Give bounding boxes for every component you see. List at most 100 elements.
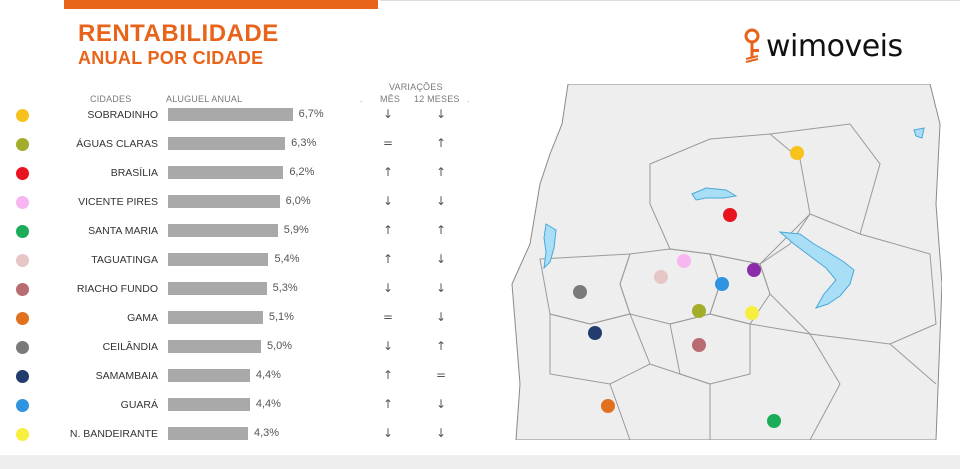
rent-bar: [168, 224, 278, 237]
rent-bar: [168, 253, 269, 266]
table-row: SAMAMBAIA 4,4% ↑ =: [0, 367, 520, 387]
city-label: GUARÁ: [120, 399, 158, 411]
column-header-month: MÊS: [380, 94, 401, 104]
table-row: TAGUATINGA 5,4% ↑ ↓: [0, 251, 520, 271]
rent-bar: [168, 311, 263, 324]
legend-dot: [16, 312, 29, 325]
column-header-year: 12 MESES: [414, 94, 460, 104]
legend-dot: [16, 370, 29, 383]
city-label: N. BANDEIRANTE: [69, 428, 158, 440]
rent-value-label: 5,3%: [272, 282, 298, 294]
month-variation-indicator: ↓: [382, 339, 394, 353]
table-row: CEILÂNDIA 5,0% ↓ ↑: [0, 338, 520, 358]
month-variation-indicator: ↑: [382, 368, 394, 382]
rent-bar: [168, 195, 280, 208]
page-title: RENTABILIDADE: [78, 20, 279, 47]
table-row: N. BANDEIRANTE 4,3% ↓ ↓: [0, 425, 520, 445]
legend-dot: [16, 283, 29, 296]
rent-value-label: 6,7%: [298, 108, 324, 120]
key-icon: [744, 28, 760, 63]
top-divider: [380, 0, 960, 1]
rent-value-label: 5,9%: [283, 224, 309, 236]
month-variation-indicator: ↑: [382, 165, 394, 179]
city-label: VICENTE PIRES: [78, 196, 158, 208]
year-variation-indicator: ↑: [435, 223, 447, 237]
year-variation-indicator: ↓: [435, 397, 447, 411]
month-variation-indicator: ↑: [382, 397, 394, 411]
rent-value-label: 5,4%: [274, 253, 300, 265]
month-variation-indicator: ↓: [382, 107, 394, 121]
rent-bar: [168, 340, 261, 353]
month-variation-indicator: ↓: [382, 194, 394, 208]
month-variation-indicator: =: [382, 136, 394, 150]
rent-value-label: 4,3%: [253, 427, 280, 439]
year-variation-indicator: ↓: [435, 310, 447, 324]
column-header-variations: VARIAÇÕES: [389, 82, 443, 92]
table-row: GAMA 5,1% = ↓: [0, 309, 520, 329]
year-variation-indicator: ↓: [435, 426, 447, 440]
legend-dot: [16, 428, 29, 441]
table-row: VICENTE PIRES 6,0% ↓ ↓: [0, 193, 520, 213]
year-variation-indicator: ↓: [435, 107, 447, 121]
brand-name: wimoveis: [766, 28, 903, 64]
federal-district-map: [511, 84, 942, 440]
month-variation-indicator: ↑: [382, 223, 394, 237]
month-variation-indicator: ↓: [382, 281, 394, 295]
rent-bar: [168, 137, 286, 150]
year-variation-indicator: ↓: [435, 252, 447, 266]
accent-top-bar: [64, 0, 378, 9]
year-variation-indicator: ↓: [435, 281, 447, 295]
rent-value-label: 6,2%: [289, 166, 315, 178]
table-row: SANTA MARIA 5,9% ↑ ↑: [0, 222, 520, 242]
table-row: BRASÍLIA 6,2% ↑ ↑: [0, 164, 520, 184]
city-label: GAMA: [127, 312, 158, 324]
rent-bar: [168, 427, 248, 440]
separator-dot: .: [467, 94, 470, 104]
legend-dot: [16, 196, 29, 209]
rent-bar: [168, 108, 293, 121]
month-variation-indicator: =: [382, 310, 394, 324]
city-label: SAMAMBAIA: [95, 370, 158, 382]
rent-bar: [168, 398, 250, 411]
rent-value-label: 4,4%: [255, 398, 281, 410]
legend-dot: [16, 341, 29, 354]
rent-bar: [168, 282, 267, 295]
year-variation-indicator: ↑: [435, 136, 447, 150]
city-label: SANTA MARIA: [88, 225, 158, 237]
rent-value-label: 5,1%: [268, 311, 294, 323]
table-row: RIACHO FUNDO 5,3% ↓ ↓: [0, 280, 520, 300]
city-label: SOBRADINHO: [87, 109, 158, 121]
year-variation-indicator: ↑: [435, 339, 447, 353]
table-row: SOBRADINHO 6,7% ↓ ↓: [0, 106, 520, 126]
brand-logo: wimoveis: [742, 26, 903, 66]
rent-value-label: 6,3%: [291, 137, 317, 149]
separator-dot: .: [360, 94, 363, 104]
year-variation-indicator: ↑: [435, 165, 447, 179]
year-variation-indicator: =: [435, 368, 447, 382]
city-label: BRASÍLIA: [110, 167, 158, 179]
year-variation-indicator: ↓: [435, 194, 447, 208]
rent-bar: [168, 369, 250, 382]
column-header-rent: ALUGUEL ANUAL: [166, 94, 243, 104]
legend-dot: [16, 225, 29, 238]
map-region: [511, 84, 942, 440]
column-header-city: CIDADES: [90, 94, 132, 104]
footer-strip: [0, 455, 960, 469]
table-row: GUARÁ 4,4% ↑ ↓: [0, 396, 520, 416]
city-label: RIACHO FUNDO: [76, 283, 158, 295]
city-label: ÁGUAS CLARAS: [76, 138, 158, 150]
month-variation-indicator: ↓: [382, 426, 394, 440]
rent-value-label: 4,4%: [255, 369, 281, 381]
rent-bar: [168, 166, 284, 179]
rent-value-label: 5,0%: [267, 340, 293, 352]
legend-dot: [16, 138, 29, 151]
page-subtitle: ANUAL POR CIDADE: [78, 48, 264, 68]
city-label: TAGUATINGA: [91, 254, 158, 266]
legend-dot: [16, 254, 29, 267]
month-variation-indicator: ↑: [382, 252, 394, 266]
legend-dot: [16, 167, 29, 180]
legend-dot: [16, 399, 29, 412]
rent-value-label: 6,0%: [285, 195, 311, 207]
legend-dot: [16, 109, 29, 122]
table-row: ÁGUAS CLARAS 6,3% = ↑: [0, 135, 520, 155]
